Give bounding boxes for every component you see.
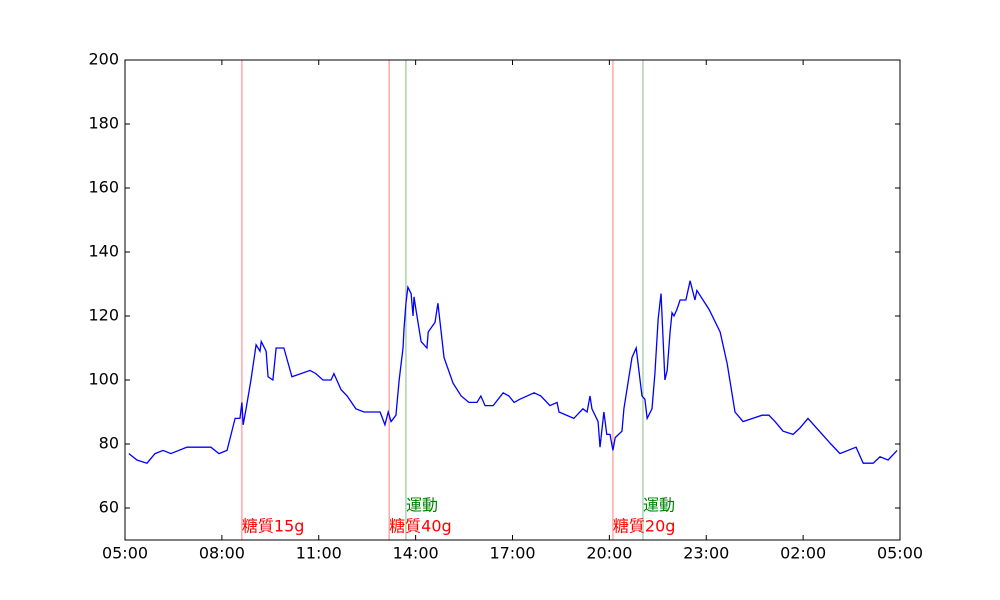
y-tick-label: 80	[99, 434, 119, 453]
x-tick-label: 14:00	[393, 544, 439, 563]
x-tick-label: 11:00	[296, 544, 342, 563]
event-label: 運動	[406, 496, 438, 515]
x-tick-label: 08:00	[199, 544, 245, 563]
y-tick-label: 100	[88, 370, 119, 389]
x-tick-label: 23:00	[683, 544, 729, 563]
data-line	[128, 280, 898, 464]
x-tick-label: 02:00	[780, 544, 826, 563]
event-label: 糖質15g	[242, 517, 305, 536]
y-tick-label: 160	[88, 178, 119, 197]
event-label: 運動	[643, 496, 675, 515]
y-tick-label: 60	[99, 498, 119, 517]
x-tick-label: 05:00	[877, 544, 923, 563]
x-tick-label: 05:00	[102, 544, 148, 563]
y-tick-label: 140	[88, 242, 119, 261]
plot-frame	[124, 59, 901, 541]
event-label: 糖質20g	[613, 517, 676, 536]
x-tick-label: 20:00	[586, 544, 632, 563]
y-tick-label: 200	[88, 50, 119, 69]
event-label: 糖質40g	[389, 517, 452, 536]
y-tick-label: 120	[88, 306, 119, 325]
y-tick-label: 180	[88, 114, 119, 133]
x-tick-label: 17:00	[489, 544, 535, 563]
